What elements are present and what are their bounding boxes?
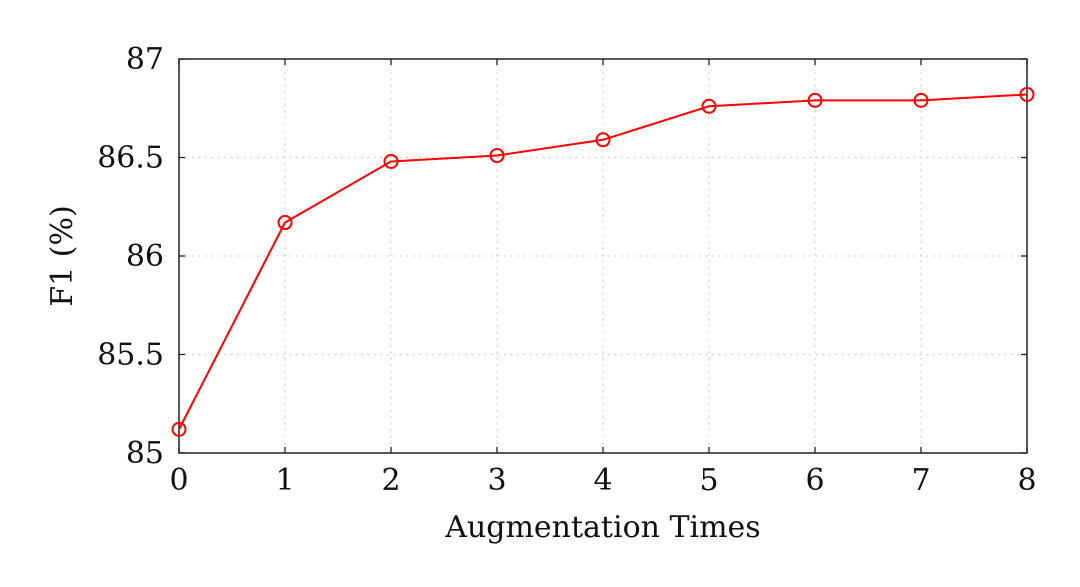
x-tick-label: 3 bbox=[487, 463, 506, 498]
x-tick-label: 2 bbox=[381, 463, 400, 498]
series-layer bbox=[171, 86, 1035, 437]
y-tick-label: 85.5 bbox=[97, 338, 164, 373]
series-line bbox=[178, 93, 1028, 430]
data-point-marker bbox=[701, 98, 717, 114]
y-tick-label: 85 bbox=[126, 436, 164, 471]
data-point-marker bbox=[595, 132, 611, 148]
x-tick-label: 8 bbox=[1017, 463, 1036, 498]
axes bbox=[178, 58, 1028, 454]
y-axis-title: F1 (%) bbox=[45, 205, 80, 306]
data-point-marker bbox=[1019, 86, 1035, 102]
data-point-marker bbox=[277, 215, 293, 231]
x-axis-title: Augmentation Times bbox=[444, 510, 760, 545]
x-tick-label: 0 bbox=[169, 463, 188, 498]
x-tick-label: 6 bbox=[805, 463, 824, 498]
data-point-marker bbox=[913, 92, 929, 108]
data-point-marker bbox=[383, 153, 399, 169]
x-tick-label: 7 bbox=[911, 463, 930, 498]
x-tick-label: 4 bbox=[593, 463, 612, 498]
y-tick-label: 86.5 bbox=[97, 141, 164, 176]
y-tick-label: 86 bbox=[126, 239, 164, 274]
x-tick-label: 1 bbox=[275, 463, 294, 498]
x-tick-label: 5 bbox=[699, 463, 718, 498]
data-point-marker bbox=[171, 421, 187, 437]
data-point-marker bbox=[807, 92, 823, 108]
tick-labels: 0 1 2 3 4 5 6 7 8 85 85.5 86 86.5 87 bbox=[97, 42, 1036, 498]
data-point-marker bbox=[489, 148, 505, 164]
y-tick-label: 87 bbox=[126, 42, 164, 77]
grid-lines bbox=[179, 59, 1027, 453]
